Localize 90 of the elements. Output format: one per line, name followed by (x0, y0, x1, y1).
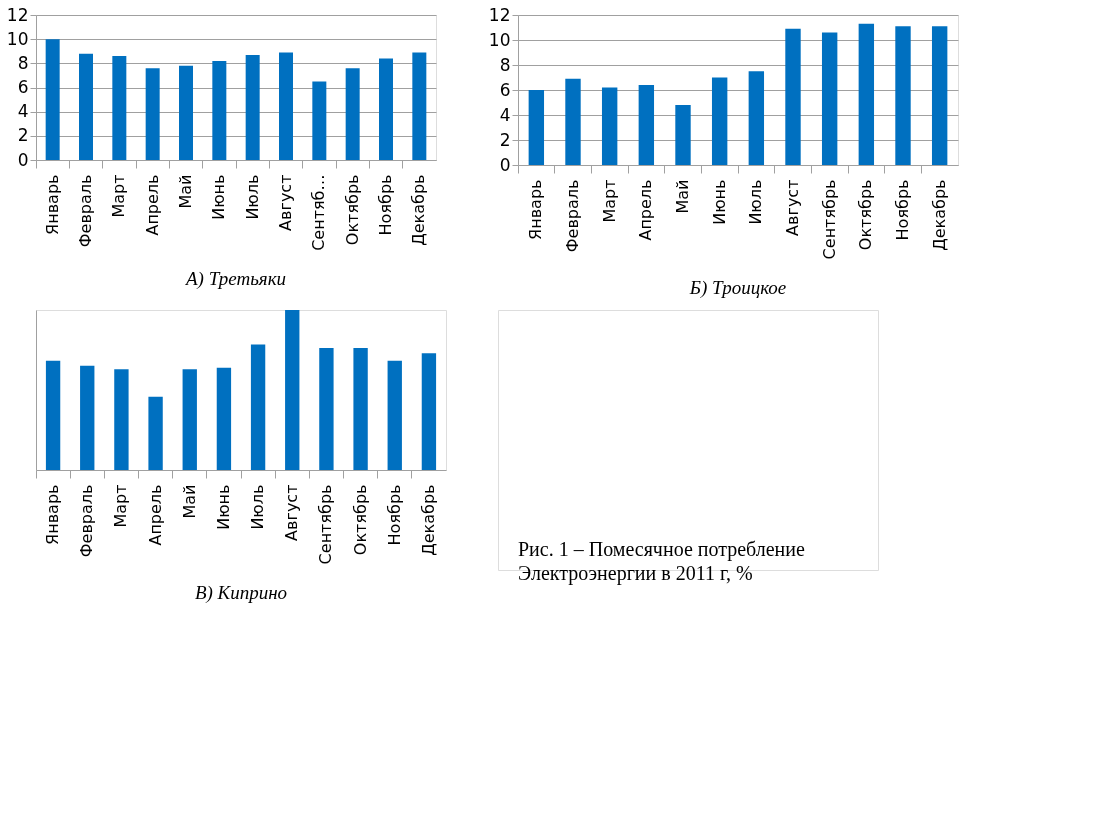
y-tick-label: 12 (488, 4, 511, 25)
y-tick-label: 6 (499, 79, 511, 100)
bar (285, 310, 300, 470)
bar (212, 60, 227, 160)
x-tick-label: Июль (248, 484, 268, 530)
bar (748, 71, 765, 165)
x-tick-label: Июль (746, 179, 766, 225)
y-tick-label: 6 (17, 77, 29, 97)
bar (528, 90, 545, 165)
y-tick-label: 0 (499, 154, 511, 175)
bar (319, 348, 334, 470)
x-tick-label: Июль (242, 174, 262, 220)
x-tick-label: Декабрь (929, 179, 949, 251)
bar (601, 87, 618, 165)
bar (148, 396, 163, 470)
x-tick-label: Ноябрь (376, 174, 395, 236)
y-tick-label: 10 (6, 28, 29, 49)
bar (216, 367, 232, 470)
text: А) Третьяки (183, 268, 287, 291)
bar (421, 353, 437, 470)
y-tick-label: 4 (499, 104, 511, 125)
bar (345, 68, 360, 160)
x-tick-label: Июнь (209, 174, 229, 220)
bar (353, 348, 368, 470)
y-tick-label: 10 (488, 29, 511, 50)
bar (245, 54, 260, 160)
x-tick-label: Август (783, 179, 802, 236)
x-tick-label: Май (179, 484, 199, 519)
x-tick-label: Апрель (142, 174, 162, 236)
y-tick-label: 0 (17, 149, 29, 170)
x-tick-label: Май (176, 174, 195, 209)
x-tick-label: Ноябрь (384, 484, 404, 546)
x-tick-label: Август (276, 174, 295, 231)
text: Б) Троицкое (688, 276, 787, 299)
bar (387, 360, 402, 470)
bar (112, 56, 127, 160)
y-tick-label: 2 (499, 129, 511, 150)
x-tick-label: Октябрь (350, 484, 370, 556)
bar (675, 105, 691, 165)
text: В) Киприно (194, 581, 288, 604)
x-tick-label: Апрель (145, 484, 165, 546)
bar (412, 52, 427, 160)
bar (821, 32, 838, 165)
y-tick-label: 4 (17, 101, 29, 122)
x-tick-label: Апрель (636, 179, 656, 241)
y-tick-label: 8 (17, 52, 29, 73)
text: Рис. 1 – Помесячное потребление Электроэнергии в 2011 г, % (518, 538, 805, 585)
x-tick-label: Октябрь (856, 179, 876, 251)
x-tick-label: Декабрь (418, 484, 438, 556)
x-tick-label: Май (673, 179, 692, 214)
x-tick-label: Январь (42, 174, 62, 235)
bar (931, 26, 948, 165)
x-tick-label: Ноябрь (893, 179, 912, 241)
x-tick-label: Июнь (709, 179, 729, 225)
bar (250, 344, 266, 470)
bar (785, 28, 801, 165)
bar (80, 365, 95, 470)
x-tick-label: Сентябрь (316, 484, 336, 565)
x-tick-label: Сентяб… (309, 174, 329, 251)
bar (279, 52, 293, 160)
bar (565, 78, 581, 165)
x-tick-label: Март (111, 484, 131, 528)
bar (145, 68, 160, 160)
bar (858, 23, 875, 165)
bar (179, 65, 193, 160)
y-tick-label: 2 (17, 125, 29, 146)
x-tick-label: Январь (43, 484, 63, 545)
x-tick-label: Март (109, 174, 129, 218)
bar (638, 85, 655, 165)
bar (895, 26, 911, 165)
x-tick-label: Август (282, 484, 302, 541)
bar (45, 360, 61, 470)
bar (182, 369, 197, 470)
bar (379, 58, 393, 160)
bar (312, 81, 327, 160)
x-tick-label: Декабрь (409, 174, 429, 246)
x-tick-label: Октябрь (342, 174, 362, 246)
y-tick-label: 12 (6, 4, 29, 25)
bar (45, 39, 60, 160)
x-tick-label: Февраль (563, 179, 582, 253)
x-tick-label: Январь (526, 179, 546, 240)
x-tick-label: Февраль (77, 484, 97, 558)
x-tick-label: Февраль (76, 174, 95, 248)
x-tick-label: Сентябрь (819, 179, 839, 260)
bar (711, 77, 728, 165)
y-tick-label: 8 (499, 54, 511, 75)
bar (114, 369, 129, 470)
bar (79, 53, 93, 160)
x-tick-label: Март (599, 179, 619, 223)
x-tick-label: Июнь (213, 484, 233, 530)
